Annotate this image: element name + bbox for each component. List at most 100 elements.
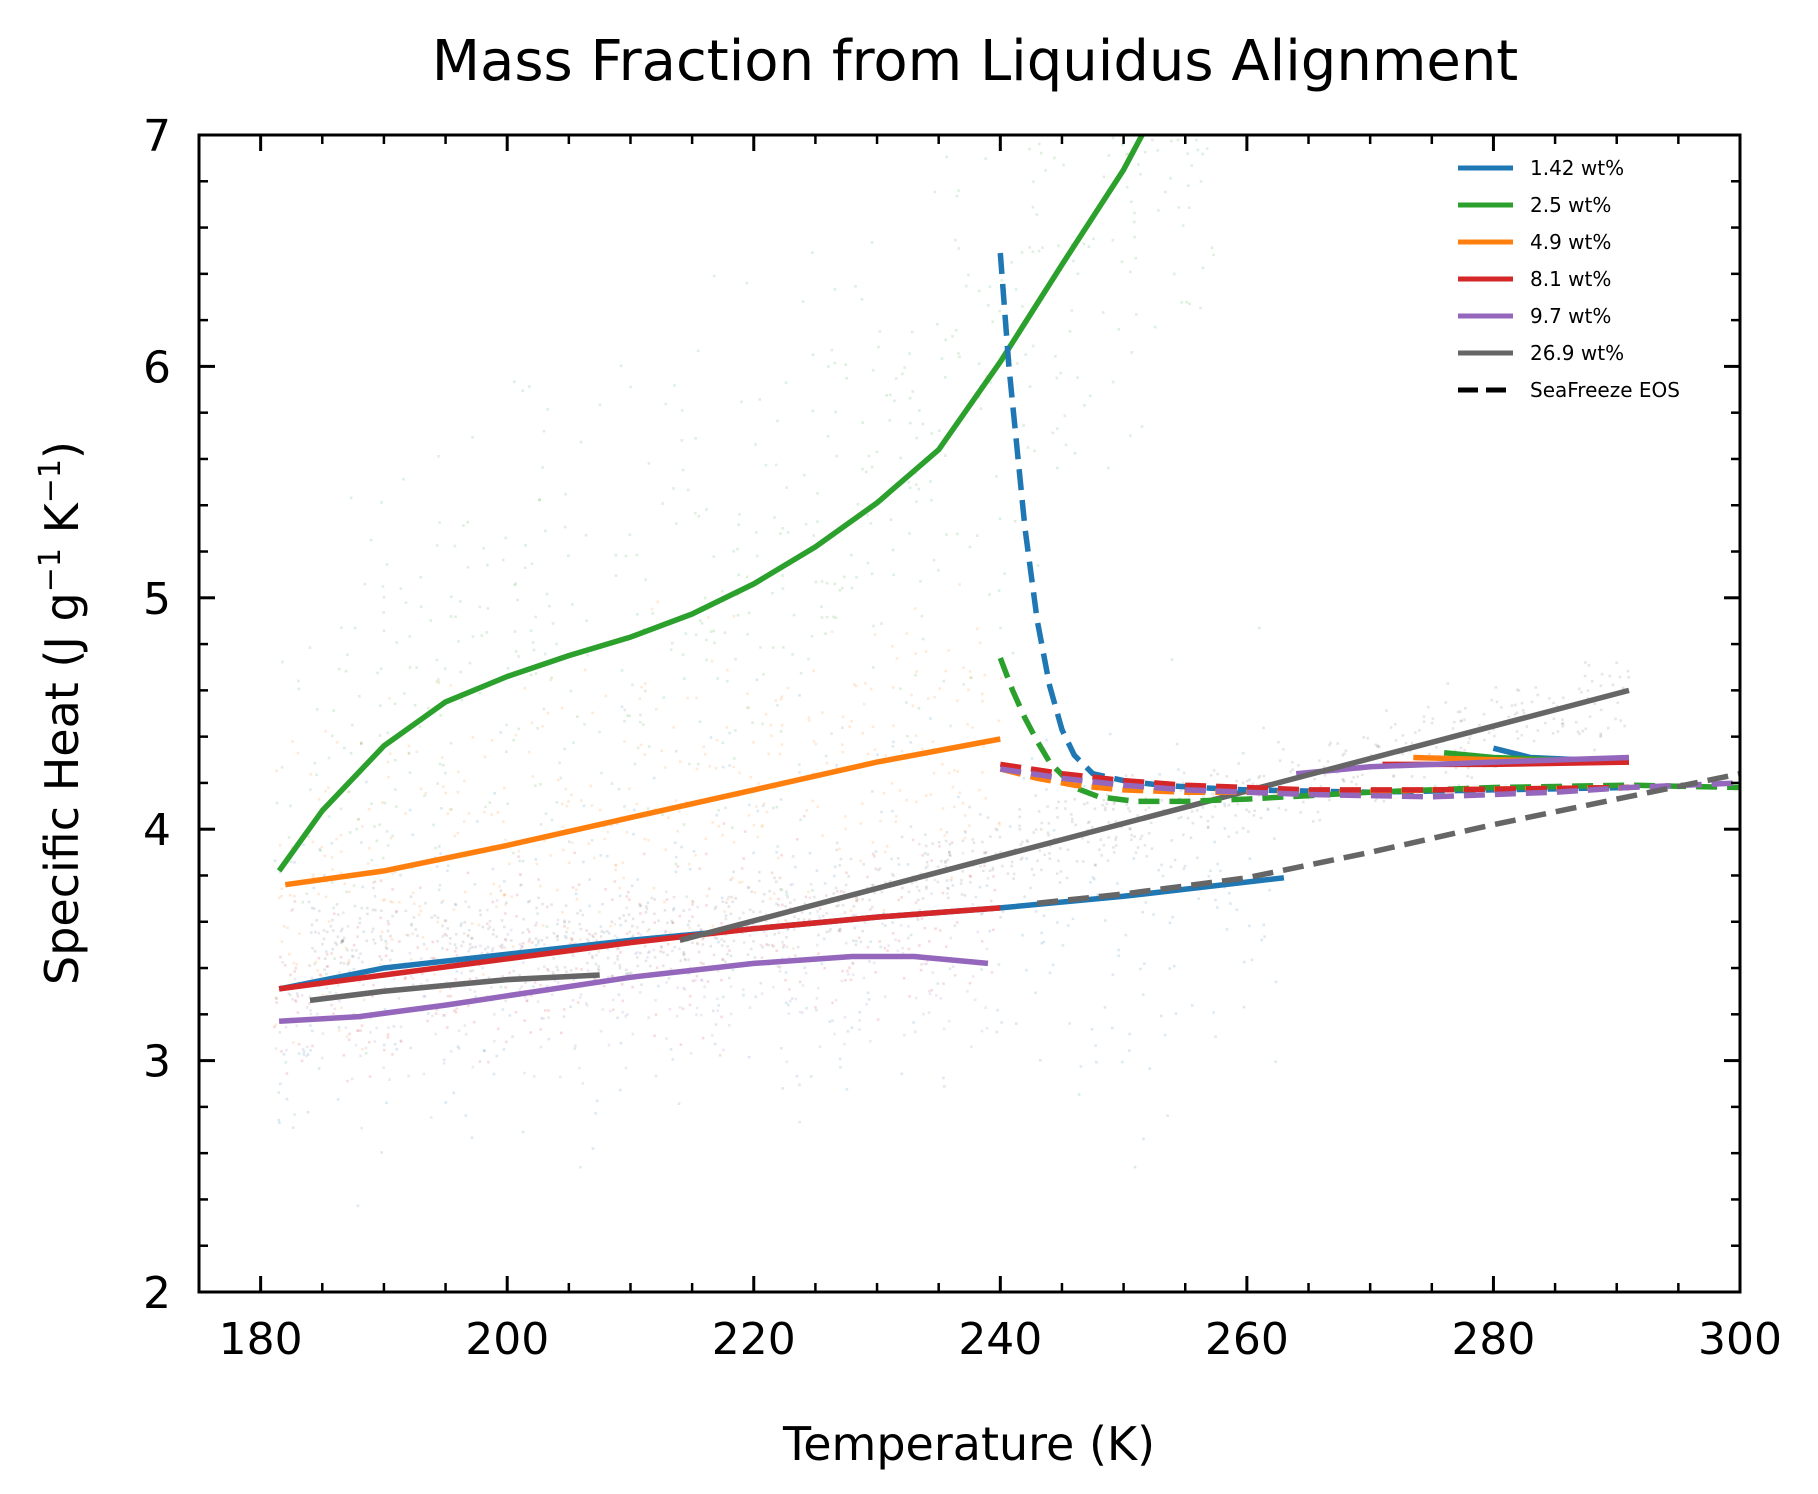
scatter-point <box>584 668 587 672</box>
scatter-point <box>391 914 394 918</box>
scatter-point <box>547 1009 550 1012</box>
scatter-point <box>639 904 643 908</box>
scatter-point <box>976 930 980 934</box>
scatter-point <box>406 934 410 937</box>
scatter-point <box>496 1027 500 1031</box>
scatter-point <box>563 525 567 529</box>
scatter-point <box>957 189 960 192</box>
scatter-point <box>1494 686 1498 689</box>
scatter-point <box>909 421 912 425</box>
scatter-point <box>555 965 559 969</box>
scatter-point <box>369 1031 372 1034</box>
scatter-point <box>1177 768 1180 771</box>
scatter-point <box>765 934 768 938</box>
scatter-point <box>1212 769 1216 772</box>
scatter-point <box>626 1013 629 1016</box>
scatter-point <box>537 878 540 881</box>
scatter-point <box>589 784 592 788</box>
scatter-point <box>381 856 385 860</box>
scatter-point <box>291 1126 295 1129</box>
scatter-point <box>872 624 875 628</box>
scatter-point <box>576 1001 580 1004</box>
scatter-point <box>327 815 331 818</box>
scatter-point <box>541 725 544 728</box>
scatter-point <box>1318 759 1321 762</box>
scatter-point <box>994 827 998 831</box>
scatter-point <box>866 945 870 949</box>
scatter-point <box>1030 867 1034 871</box>
scatter-point <box>357 817 360 821</box>
scatter-point <box>339 833 343 837</box>
scatter-point <box>523 566 527 570</box>
scatter-point <box>540 1017 543 1020</box>
scatter-point <box>1328 743 1331 747</box>
scatter-point <box>762 673 765 676</box>
scatter-point <box>474 945 477 949</box>
scatter-point <box>920 917 924 920</box>
scatter-point <box>804 971 808 975</box>
scatter-point <box>758 879 761 883</box>
scatter-point <box>964 831 967 834</box>
scatter-point <box>519 884 522 887</box>
scatter-point <box>438 845 441 848</box>
scatter-point <box>435 1008 438 1011</box>
scatter-point <box>868 960 871 963</box>
scatter-point <box>785 936 788 939</box>
scatter-point <box>295 1000 298 1003</box>
scatter-point <box>886 949 889 952</box>
scatter-point <box>599 1029 603 1033</box>
scatter-point <box>1258 626 1261 630</box>
scatter-point <box>503 946 507 949</box>
scatter-point <box>501 1008 505 1011</box>
scatter-point <box>1013 519 1017 523</box>
scatter-point <box>971 975 975 978</box>
scatter-point <box>688 920 691 923</box>
scatter-point <box>339 941 343 945</box>
scatter-point <box>1057 244 1060 248</box>
scatter-point <box>1199 815 1203 819</box>
series-line-2-5-wt--fit <box>276 135 1145 873</box>
scatter-point <box>811 251 814 254</box>
scatter-point <box>911 704 915 708</box>
scatter-point <box>574 892 578 896</box>
scatter-point <box>372 938 375 941</box>
scatter-point <box>953 924 957 928</box>
scatter-point <box>366 912 369 916</box>
scatter-point <box>448 808 452 811</box>
scatter-point <box>989 381 992 384</box>
scatter-point <box>587 842 591 845</box>
scatter-point <box>798 763 801 766</box>
scatter-point <box>584 1002 588 1005</box>
scatter-point <box>502 894 506 897</box>
scatter-point <box>1409 749 1412 753</box>
scatter-point <box>466 933 470 937</box>
scatter-point <box>915 500 918 503</box>
scatter-point <box>348 970 351 973</box>
scatter-point <box>394 758 397 762</box>
scatter-point <box>1197 897 1200 900</box>
scatter-point <box>1031 344 1035 348</box>
scatter-point <box>755 678 759 682</box>
scatter-point <box>643 753 646 756</box>
scatter-point <box>393 977 396 981</box>
scatter-point <box>698 619 702 622</box>
scatter-point <box>370 858 374 862</box>
scatter-point <box>777 897 780 901</box>
scatter-point <box>675 855 678 859</box>
scatter-point <box>877 868 880 872</box>
scatter-point <box>344 946 348 950</box>
scatter-point <box>616 954 619 958</box>
scatter-point <box>1022 777 1026 780</box>
scatter-point <box>871 883 875 887</box>
scatter-point <box>579 440 583 444</box>
scatter-point <box>820 605 823 608</box>
scatter-point <box>794 954 797 957</box>
scatter-point <box>529 1031 532 1034</box>
scatter-point <box>621 999 625 1003</box>
scatter-point <box>616 822 619 825</box>
scatter-point <box>652 948 656 952</box>
scatter-point <box>1361 773 1364 777</box>
scatter-point <box>986 816 990 819</box>
scatter-point <box>992 928 995 932</box>
scatter-point <box>683 957 687 961</box>
